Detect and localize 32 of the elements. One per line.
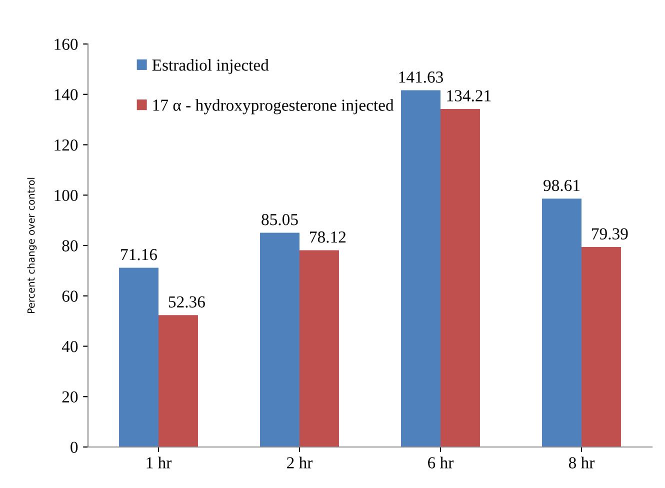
y-tick-label: 140 bbox=[54, 89, 78, 100]
data-label: 134.21 bbox=[447, 90, 491, 102]
bar bbox=[542, 198, 582, 447]
bar bbox=[440, 108, 480, 447]
x-tick-label: 1 hr bbox=[146, 456, 172, 468]
bar bbox=[582, 247, 621, 447]
y-tick-label: 160 bbox=[54, 38, 78, 50]
y-tick-label: 120 bbox=[54, 139, 78, 151]
data-label: 98.61 bbox=[544, 180, 580, 192]
data-label: 85.05 bbox=[262, 214, 298, 226]
y-tick-label: 0 bbox=[70, 442, 78, 453]
y-tick-label: 60 bbox=[62, 290, 78, 302]
y-axis-title: Percent change over control bbox=[27, 178, 37, 314]
bar bbox=[119, 268, 158, 447]
bar bbox=[158, 315, 198, 447]
y-tick-label: 100 bbox=[54, 190, 78, 202]
bar bbox=[300, 250, 339, 447]
data-label: 52.36 bbox=[168, 296, 205, 308]
y-tick-label: 20 bbox=[62, 391, 78, 403]
x-tick-label: 6 hr bbox=[428, 456, 454, 468]
legend-label: Estradiol injected bbox=[152, 59, 269, 74]
data-label: 78.12 bbox=[310, 231, 346, 243]
y-tick-label: 80 bbox=[62, 240, 78, 252]
data-label: 79.39 bbox=[592, 228, 628, 240]
bar bbox=[401, 90, 440, 447]
x-tick-label: 8 hr bbox=[568, 456, 595, 468]
data-label: 71.16 bbox=[121, 249, 158, 260]
data-label: 141.63 bbox=[399, 72, 444, 83]
legend-label: 17 α - hydroxyprogesterone injected bbox=[153, 99, 394, 114]
bar bbox=[260, 232, 300, 447]
x-tick-label: 2 hr bbox=[287, 456, 313, 468]
y-tick-label: 40 bbox=[62, 340, 78, 352]
